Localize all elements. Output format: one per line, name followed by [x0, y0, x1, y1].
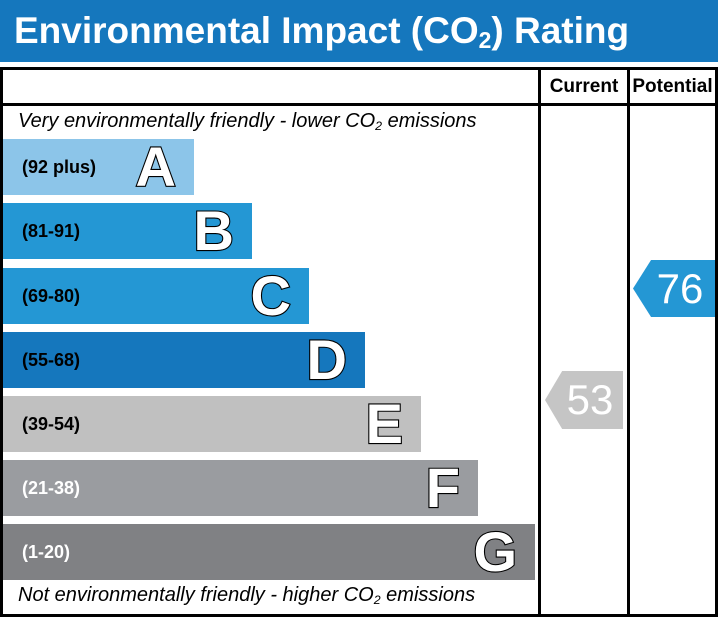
- band-row-d: (55-68) D: [3, 328, 365, 391]
- band-d-range-label: (55-68): [22, 349, 81, 370]
- potential-column-header: Potential: [632, 76, 713, 97]
- potential-column-divider: [627, 70, 630, 614]
- band-row-f: (21-38) F: [3, 456, 478, 519]
- bottom-note-subscript: 2: [373, 592, 381, 607]
- rating-table: Current Potential Very environmentally f…: [0, 67, 718, 617]
- band-row-c: (69-80) C: [3, 264, 309, 327]
- top-note: Very environmentally friendly - lower CO…: [18, 110, 477, 133]
- band-a-range-label: (92 plus): [22, 156, 97, 177]
- band-g-letter: G: [472, 520, 518, 583]
- band-d-letter: D: [305, 328, 348, 391]
- band-f-letter: F: [425, 456, 461, 519]
- band-g-range-label: (1-20): [22, 541, 71, 562]
- chart-title: Environmental Impact (CO2) Rating: [0, 10, 630, 54]
- band-row-e: (39-54) E: [3, 392, 421, 455]
- current-column-divider: [538, 70, 541, 614]
- band-a-letter: A: [134, 135, 177, 198]
- bottom-note-tail: emissions: [380, 584, 476, 606]
- band-f-range-label: (21-38): [22, 477, 81, 498]
- potential-rating-value: 76: [656, 264, 704, 312]
- header-row-divider: [3, 103, 715, 106]
- band-e-letter: E: [365, 392, 405, 455]
- current-rating-value: 53: [566, 376, 614, 423]
- chart-title-text: Environmental Impact (CO: [14, 10, 479, 51]
- potential-rating-pointer: 76: [633, 260, 715, 317]
- top-note-subscript: 2: [375, 118, 383, 133]
- band-row-b: (81-91) B: [3, 199, 252, 262]
- band-b-letter: B: [192, 199, 235, 262]
- bottom-note-text: Not environmentally friendly - higher CO: [18, 584, 374, 606]
- chart-title-bar: Environmental Impact (CO2) Rating: [0, 0, 718, 62]
- band-c-letter: C: [249, 264, 292, 327]
- chart-title-suffix: ) Rating: [491, 10, 630, 51]
- top-note-text: Very environmentally friendly - lower CO: [18, 110, 376, 132]
- band-row-a: (92 plus) A: [3, 135, 194, 198]
- band-c-range-label: (69-80): [22, 285, 81, 306]
- band-row-g: (1-20) G: [3, 520, 535, 583]
- current-column-header: Current: [549, 76, 619, 97]
- top-note-tail: emissions: [382, 110, 477, 132]
- band-b-range-label: (81-91): [22, 220, 81, 241]
- current-rating-pointer: 53: [545, 371, 623, 429]
- chart-title-subscript: 2: [478, 27, 492, 54]
- bottom-note: Not environmentally friendly - higher CO…: [18, 584, 475, 607]
- band-e-range-label: (39-54): [22, 413, 81, 434]
